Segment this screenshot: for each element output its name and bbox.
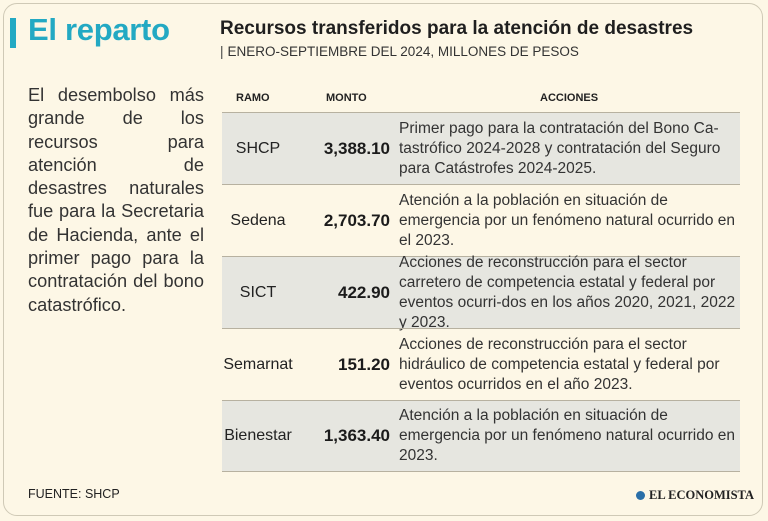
table-row: SHCP 3,388.10 Primer pago para la contra… [222, 112, 740, 184]
monto-cell: 3,388.10 [323, 138, 390, 158]
acciones-cell: Primer pago para la contratación del Bon… [399, 113, 741, 184]
chart-title: Recursos transferidos para la atención d… [220, 18, 694, 39]
acciones-cell: Atención a la población en situación de … [399, 185, 741, 256]
monto-cell: 151.20 [338, 354, 390, 374]
ramo-cell: SICT [239, 283, 277, 301]
acciones-text: Primer pago para la contratación del Bon… [399, 119, 721, 177]
transfers-table: SHCP 3,388.10 Primer pago para la contra… [222, 112, 740, 472]
chart-subtitle-text: ENERO-SEPTIEMBRE DEL 2024, MILLONES DE P… [227, 44, 579, 59]
brand-logo: EL ECONOMISTA [636, 488, 754, 503]
brand-name: EL ECONOMISTA [649, 488, 754, 502]
acciones-text: Acciones de reconstrucción para el secto… [399, 253, 736, 331]
table-row: Bienestar 1,363.40 Atención a la poblaci… [222, 400, 740, 472]
ramo-cell: SHCP [235, 139, 281, 157]
chart-subtitle: | ENERO-SEPTIEMBRE DEL 2024, MILLONES DE … [220, 44, 579, 59]
acciones-text: Acciones de reconstrucción para el secto… [399, 335, 720, 393]
acciones-text: Atención a la población en situación de … [399, 407, 736, 464]
frame [3, 3, 763, 516]
monto-cell: 422.90 [338, 282, 390, 302]
ramo-cell: Semarnat [223, 355, 293, 373]
table-row: Sedena 2,703.70 Atención a la población … [222, 184, 740, 256]
acciones-cell: Acciones de reconstrucción para el secto… [399, 254, 741, 331]
acciones-cell: Acciones de reconstrucción para el secto… [399, 329, 741, 400]
ramo-cell: Bienestar [224, 427, 292, 444]
header-monto: MONTO [326, 92, 367, 104]
intro-text: El desembolso más grande de los recursos… [28, 85, 204, 315]
header-acciones: ACCIONES [540, 92, 599, 104]
header-ramo: RAMO [236, 92, 270, 104]
globe-icon [636, 491, 645, 500]
table-row: SICT 422.90 Acciones de reconstrucción p… [222, 254, 741, 331]
acciones-cell: Atención a la población en situación de … [399, 401, 741, 471]
monto-cell: 2,703.70 [323, 210, 390, 230]
section-accent-bar [10, 18, 16, 48]
ramo-cell: Sedena [230, 211, 286, 229]
acciones-text: Atención a la población en situación de … [399, 191, 736, 249]
table-row: Semarnat 151.20 Acciones de reconstrucci… [222, 328, 740, 400]
table-header: RAMO MONTO ACCIONES [222, 92, 740, 108]
section-title: El reparto [28, 12, 170, 47]
source-note: FUENTE: SHCP [28, 487, 120, 501]
monto-cell: 1,363.40 [323, 426, 390, 445]
